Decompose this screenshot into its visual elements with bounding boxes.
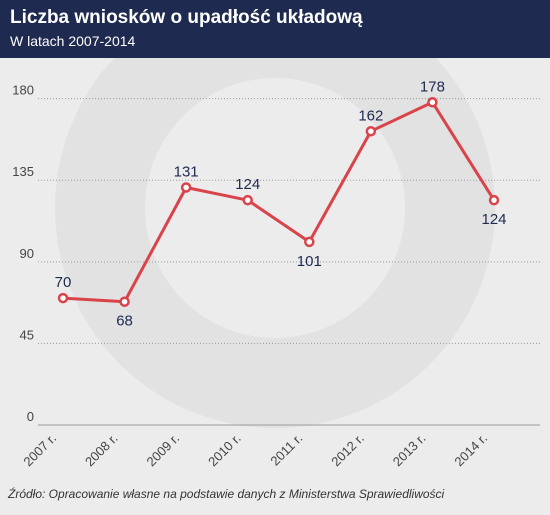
watermark-ring: [55, 58, 495, 428]
x-tick-label: 2008 r.: [82, 431, 121, 470]
line-chart: 0 45 90 135 180 2007 r. 2008 r. 2009 r. 2010 r.…: [12, 58, 540, 470]
data-label: 101: [297, 253, 322, 270]
x-tick-label: 2007 r.: [20, 431, 59, 470]
data-point: [427, 97, 438, 108]
chart-subtitle: W latach 2007-2014: [10, 33, 136, 49]
y-tick-label: 180: [12, 83, 34, 98]
data-label: 162: [358, 107, 383, 124]
x-tick-label: 2012 r.: [328, 431, 367, 470]
series-line: [62, 100, 496, 304]
data-point: [242, 194, 253, 206]
data-label: 124: [235, 176, 260, 193]
x-tick-label: 2014 r.: [451, 431, 490, 470]
grid-lines: [38, 98, 540, 426]
data-label: 124: [481, 211, 506, 228]
data-point: [304, 236, 315, 248]
data-point: [365, 126, 377, 137]
data-point: [488, 194, 500, 206]
data-point: [57, 292, 69, 304]
data-labels: 70 68 131 124 101 162 178 124: [55, 78, 507, 329]
data-label: 68: [116, 313, 133, 330]
y-tick-label: 90: [20, 246, 34, 261]
series-polyline: [62, 100, 496, 304]
header-bar: Liczba wniosków o upadłość układową W la…: [0, 0, 550, 58]
data-point: [180, 182, 192, 193]
x-tick-label: 2011 r.: [267, 431, 305, 469]
y-tick-label: 45: [20, 327, 34, 342]
x-tick-label: 2013 r.: [390, 431, 429, 470]
x-tick-label: 2010 r.: [205, 431, 244, 470]
x-axis-ticks: 2007 r. 2008 r. 2009 r. 2010 r. 2011 r. 2012 …: [20, 431, 490, 470]
y-axis-ticks: 0 45 90 135 180: [12, 83, 34, 424]
x-tick-label: 2009 r.: [144, 431, 183, 470]
data-label: 70: [55, 274, 72, 291]
data-point: [119, 296, 130, 307]
y-tick-label: 0: [27, 409, 34, 424]
data-label: 178: [420, 78, 445, 95]
y-tick-label: 135: [12, 164, 34, 179]
chart-title: Liczba wniosków o upadłość układową: [10, 7, 363, 28]
watermark-logo: [55, 58, 495, 428]
data-label: 131: [174, 163, 199, 180]
source-note: Źródło: Opracowanie własne na podstawie …: [8, 487, 445, 501]
data-points: [57, 97, 500, 307]
